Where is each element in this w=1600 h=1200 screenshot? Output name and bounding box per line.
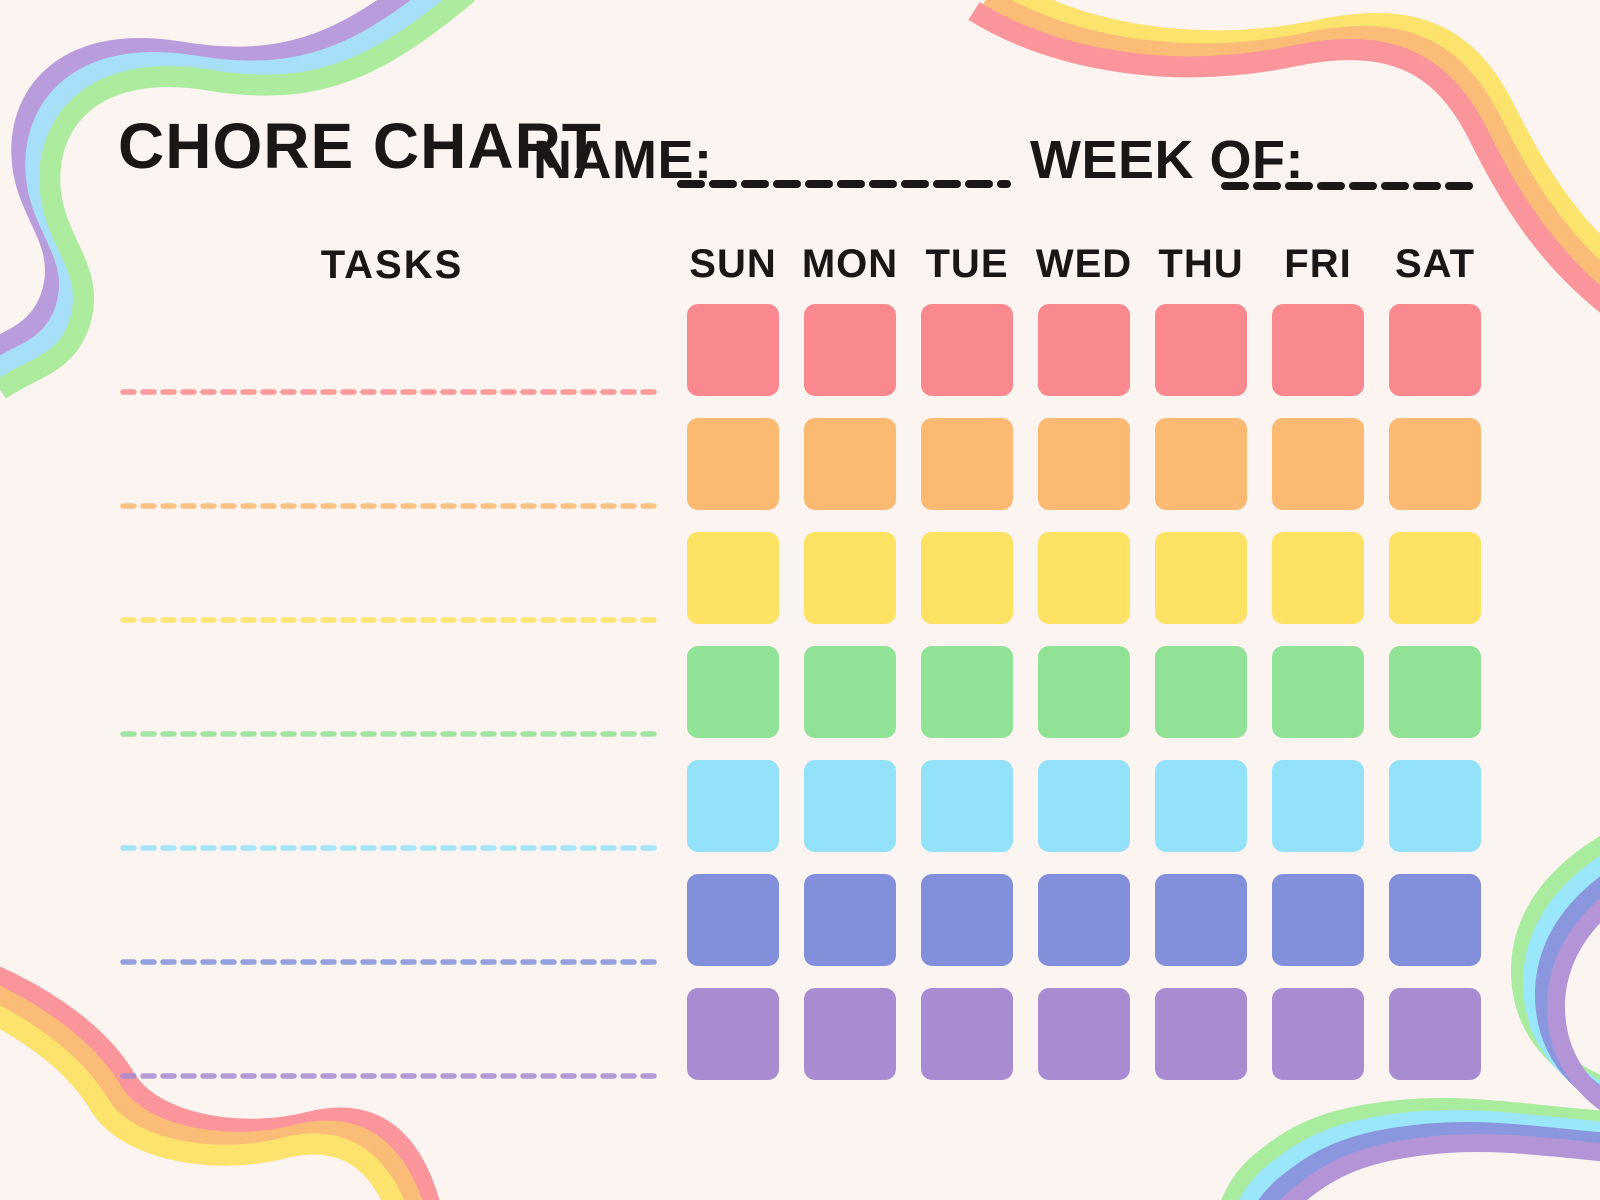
day-cell-row4-thu[interactable] — [1155, 646, 1247, 738]
day-cell-row2-tue[interactable] — [921, 418, 1013, 510]
task-text-4 — [124, 686, 644, 726]
day-cell-row2-fri[interactable] — [1272, 418, 1364, 510]
day-cell-row1-sun[interactable] — [687, 304, 779, 396]
ribbon-band-green — [0, 0, 475, 399]
day-cell-row1-fri[interactable] — [1272, 304, 1364, 396]
week-of-label: WEEK OF: — [1030, 130, 1304, 190]
ribbon-top-left — [0, 0, 475, 399]
day-cell-row7-mon[interactable] — [804, 988, 896, 1080]
ribbon-band-yellow — [0, 1005, 405, 1200]
day-header-wed: WED — [1035, 242, 1133, 286]
day-cell-row3-mon[interactable] — [804, 532, 896, 624]
day-cell-row6-sat[interactable] — [1389, 874, 1481, 966]
ribbon-bottom-left — [0, 966, 440, 1200]
day-cell-row2-thu[interactable] — [1155, 418, 1247, 510]
ribbon-band-purple — [0, 0, 413, 358]
ribbon-band-yellow — [1004, 0, 1600, 264]
day-cell-row7-wed[interactable] — [1038, 988, 1130, 1080]
name-label: NAME: — [533, 130, 713, 190]
day-cell-row4-tue[interactable] — [921, 646, 1013, 738]
day-cell-row1-mon[interactable] — [804, 304, 896, 396]
day-cell-row7-thu[interactable] — [1155, 988, 1247, 1080]
day-cell-row5-thu[interactable] — [1155, 760, 1247, 852]
ribbon-band-cyan — [1238, 855, 1600, 1200]
task-text-3 — [124, 572, 644, 612]
ribbon-band-pink — [0, 966, 440, 1200]
week-of-fill-line[interactable] — [1220, 179, 1476, 193]
task-text-7 — [124, 1028, 644, 1068]
day-cell-row6-tue[interactable] — [921, 874, 1013, 966]
day-cell-row5-tue[interactable] — [921, 760, 1013, 852]
day-cell-row2-mon[interactable] — [804, 418, 896, 510]
day-header-mon: MON — [801, 242, 899, 286]
ribbon-bottom-right — [1221, 835, 1600, 1200]
name-fill-line[interactable] — [676, 177, 1012, 191]
day-cell-row6-mon[interactable] — [804, 874, 896, 966]
day-header-fri: FRI — [1284, 242, 1352, 286]
task-write-line-5[interactable] — [118, 844, 662, 852]
page-title: CHORE CHART — [118, 110, 602, 182]
day-header-thu: THU — [1158, 242, 1244, 286]
ribbon-band-orange — [981, 0, 1600, 289]
day-cell-row1-sat[interactable] — [1389, 304, 1481, 396]
day-cell-row4-sat[interactable] — [1389, 646, 1481, 738]
day-cell-row4-mon[interactable] — [804, 646, 896, 738]
day-cell-row3-sat[interactable] — [1389, 532, 1481, 624]
day-cell-row6-sun[interactable] — [687, 874, 779, 966]
ribbon-band-blue — [0, 0, 445, 380]
ribbon-band-purple — [1280, 898, 1600, 1200]
day-cell-row5-sat[interactable] — [1389, 760, 1481, 852]
task-write-line-3[interactable] — [118, 616, 662, 624]
day-cell-row3-tue[interactable] — [921, 532, 1013, 624]
day-cell-row4-wed[interactable] — [1038, 646, 1130, 738]
task-text-6 — [124, 914, 644, 954]
day-cell-row3-thu[interactable] — [1155, 532, 1247, 624]
task-write-line-4[interactable] — [118, 730, 662, 738]
day-cell-row1-tue[interactable] — [921, 304, 1013, 396]
day-header-tue: TUE — [925, 242, 1009, 286]
day-cell-row2-wed[interactable] — [1038, 418, 1130, 510]
day-cell-row1-wed[interactable] — [1038, 304, 1130, 396]
day-cell-row3-wed[interactable] — [1038, 532, 1130, 624]
day-cell-row2-sat[interactable] — [1389, 418, 1481, 510]
day-cell-row5-wed[interactable] — [1038, 760, 1130, 852]
task-write-line-7[interactable] — [118, 1072, 662, 1080]
ribbon-top-right — [968, 0, 1600, 313]
day-cell-row6-fri[interactable] — [1272, 874, 1364, 966]
task-write-line-1[interactable] — [118, 388, 662, 396]
ribbon-band-periwinkle — [1258, 876, 1600, 1200]
task-text-2 — [124, 458, 644, 498]
task-write-line-6[interactable] — [118, 958, 662, 966]
day-cell-row7-sat[interactable] — [1389, 988, 1481, 1080]
ribbon-band-green — [1221, 835, 1600, 1200]
day-cell-row5-fri[interactable] — [1272, 760, 1364, 852]
tasks-column-header: TASKS — [320, 243, 464, 287]
day-cell-row3-fri[interactable] — [1272, 532, 1364, 624]
day-cell-row3-sun[interactable] — [687, 532, 779, 624]
ribbon-band-pink — [968, 2, 1600, 313]
day-cell-row4-fri[interactable] — [1272, 646, 1364, 738]
day-cell-row6-wed[interactable] — [1038, 874, 1130, 966]
day-cell-row7-sun[interactable] — [687, 988, 779, 1080]
day-cell-row2-sun[interactable] — [687, 418, 779, 510]
day-cell-row7-tue[interactable] — [921, 988, 1013, 1080]
day-header-sun: SUN — [689, 242, 777, 286]
day-header-sat: SAT — [1394, 242, 1476, 286]
day-cell-row6-thu[interactable] — [1155, 874, 1247, 966]
task-text-5 — [124, 800, 644, 840]
day-cell-row4-sun[interactable] — [687, 646, 779, 738]
day-cell-row5-mon[interactable] — [804, 760, 896, 852]
task-write-line-2[interactable] — [118, 502, 662, 510]
task-text-1 — [124, 344, 644, 384]
day-cell-row5-sun[interactable] — [687, 760, 779, 852]
day-cell-row1-thu[interactable] — [1155, 304, 1247, 396]
ribbon-band-orange — [0, 985, 423, 1200]
day-cell-row7-fri[interactable] — [1272, 988, 1364, 1080]
